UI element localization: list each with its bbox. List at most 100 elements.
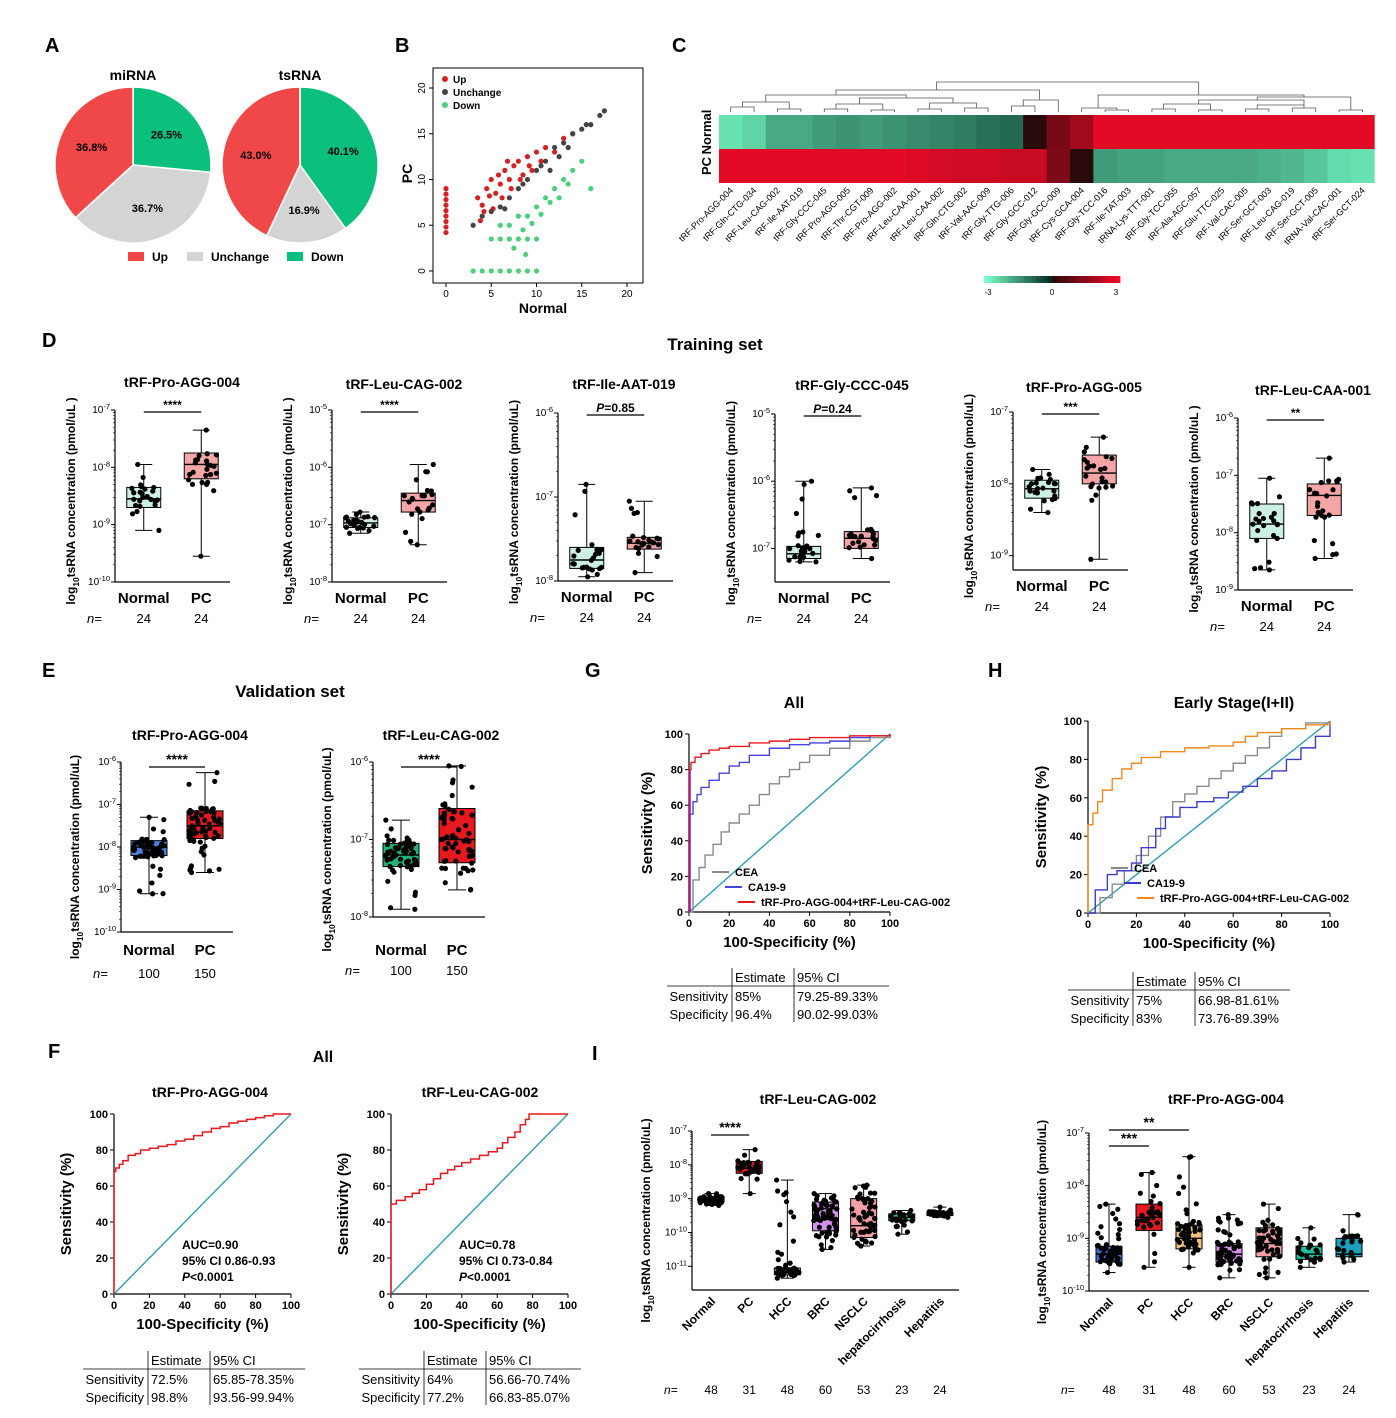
box-data-point	[1330, 487, 1336, 493]
box-data-point	[404, 858, 410, 865]
box-data-point	[850, 1227, 857, 1233]
box-data-point	[862, 1200, 868, 1206]
box-data-point	[1196, 1221, 1203, 1227]
box-data-point	[411, 841, 417, 847]
box-data-point	[818, 1201, 825, 1207]
n-value: 23	[1302, 1383, 1316, 1397]
heatmap-cell	[1140, 115, 1165, 149]
y-tick-label: 10-9	[1066, 1230, 1084, 1244]
box-data-point	[371, 523, 377, 529]
box-data-point	[214, 770, 220, 776]
dendrogram-link	[1022, 99, 1059, 112]
scatter-point-down	[506, 222, 512, 228]
box-data-point	[353, 511, 359, 518]
x-category-label: Normal	[561, 589, 613, 606]
color-scale-step	[1112, 276, 1117, 283]
n-value: 53	[857, 1383, 871, 1397]
box-data-point	[1116, 1236, 1122, 1242]
y-tick-label: 10-6	[752, 473, 770, 487]
scatter-point-up	[477, 218, 483, 224]
box-data-point	[738, 1175, 744, 1182]
box-data-point	[463, 822, 469, 829]
table-cell: 66.98-81.61%	[1198, 993, 1279, 1008]
box-data-point	[129, 485, 135, 491]
color-scale-step	[1044, 276, 1049, 283]
scatter-point-up	[515, 158, 522, 164]
box-data-point	[384, 833, 390, 839]
x-axis-label: 100-Specificity (%)	[136, 1316, 269, 1333]
plot-title: tRF-Leu-CAG-002	[422, 1084, 539, 1100]
box-data-point	[1270, 532, 1277, 539]
pie-mirna: miRNA 26.5% 36.7% 36.8%	[54, 67, 212, 244]
box-data-point	[1260, 1201, 1267, 1207]
legend-label: tRF-Pro-AGG-004+tRF-Leu-CAG-002	[761, 897, 950, 909]
box-data-point	[871, 542, 878, 548]
box-data-point	[1098, 1235, 1104, 1241]
box-data-point	[1185, 1244, 1191, 1250]
color-scale-step	[1032, 276, 1037, 283]
scatter-point-unchange	[524, 176, 531, 183]
y-axis-label: log10tsRNA concentration (pmol/uL )	[1187, 405, 1204, 612]
box-data-point	[196, 453, 202, 459]
box-data-point	[872, 1233, 878, 1240]
x-category-label: Normal	[335, 590, 387, 607]
x-category-label: PC	[634, 589, 655, 606]
y-tick-label: 10-7	[350, 832, 368, 846]
box-data-point	[1103, 1201, 1109, 1207]
y-tick-label: 0	[1076, 908, 1082, 920]
reference-diagonal	[688, 733, 891, 913]
dendrogram-link	[765, 94, 907, 102]
disease-boxplot-trf-pro-agg-004: tRF-Pro-AGG-004 log10tsRNA concentration …	[1035, 1091, 1369, 1397]
box-data-point	[408, 538, 414, 544]
pie-slice-unchange	[265, 163, 347, 244]
box-data-point	[861, 1229, 867, 1235]
box-data-point	[1298, 1240, 1304, 1246]
n-value: 24	[637, 610, 651, 625]
box-data-point	[138, 482, 144, 488]
legend-swatch-down	[287, 252, 303, 261]
box-data-point	[826, 1224, 832, 1230]
box-data-point	[781, 1192, 787, 1198]
box-data-point	[401, 840, 408, 846]
box-data-point	[778, 1251, 785, 1257]
x-category-label: PC	[447, 942, 468, 959]
box-data-point	[1263, 1275, 1270, 1281]
box-data-point	[1254, 537, 1260, 544]
n-value: 24	[1260, 619, 1274, 634]
box-data-point	[1222, 1241, 1228, 1247]
pie-slice-down	[299, 86, 379, 230]
box-data-point	[821, 1197, 827, 1203]
box-data-point	[585, 574, 591, 580]
heatmap-cell	[1140, 149, 1165, 183]
scatter-point-unchange	[556, 154, 562, 160]
box-data-point	[397, 856, 404, 862]
box-data-point	[1262, 1269, 1268, 1276]
scatter-point-up	[526, 163, 532, 169]
box-data-point	[216, 816, 223, 822]
y-tick-label: 10-9	[1215, 582, 1233, 596]
box-data-point	[466, 847, 472, 853]
scatter-point-unchange	[497, 204, 503, 210]
box-data-point	[639, 540, 645, 547]
box-data-point	[468, 886, 474, 893]
box-data-point	[1227, 1232, 1233, 1238]
box-data-point	[872, 1227, 878, 1233]
box-data-point	[1349, 1239, 1355, 1245]
pie-slice-label: 43.0%	[240, 150, 271, 162]
box-data-point	[790, 1238, 796, 1244]
box-data-point	[701, 1198, 707, 1204]
box-data-point	[628, 505, 635, 511]
box-data-point	[797, 558, 803, 564]
box-data-point	[419, 493, 426, 499]
box-data-point	[1313, 514, 1319, 520]
box-data-point	[1277, 1240, 1283, 1247]
table-header: Estimate	[427, 1353, 478, 1368]
n-value: 24	[354, 611, 368, 626]
box-data-point	[735, 1158, 741, 1164]
box-data-point	[1353, 1233, 1359, 1239]
heatmap-cell	[1280, 115, 1305, 149]
color-scale-step	[1028, 276, 1033, 283]
box-data-point	[1321, 514, 1328, 520]
plot-title: tRF-Leu-CAG-002	[346, 376, 463, 392]
box-data-point	[1222, 1247, 1229, 1254]
